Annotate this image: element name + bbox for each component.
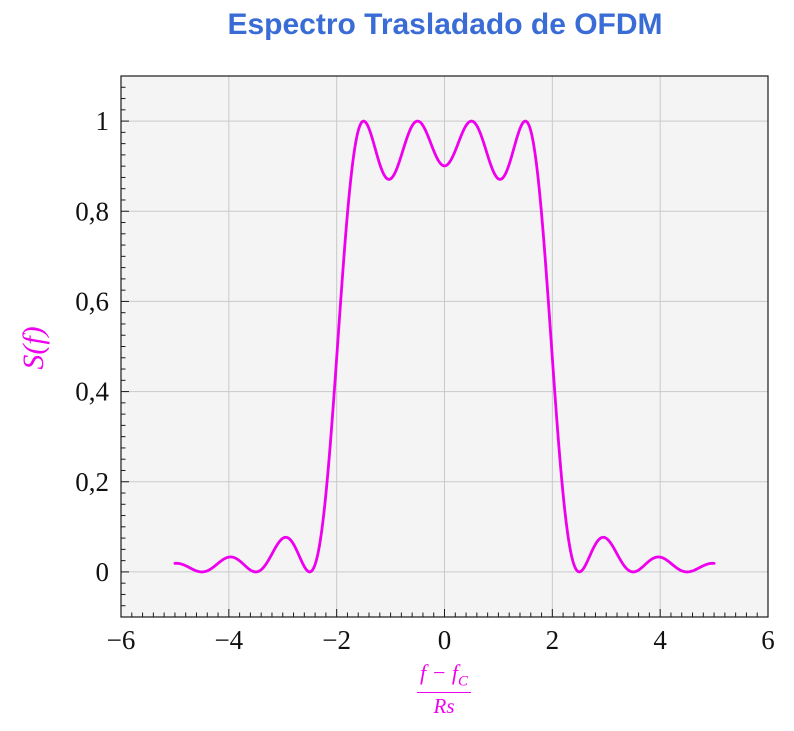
numerator-main: f − f bbox=[419, 660, 459, 685]
x-tick-label: −2 bbox=[322, 625, 351, 655]
chart-title: Espectro Trasladado de OFDM bbox=[227, 8, 663, 41]
x-tick-label: 4 bbox=[653, 625, 667, 655]
y-tick-label: 0,6 bbox=[75, 286, 109, 316]
y-tick-label: 1 bbox=[96, 106, 110, 136]
fraction-numerator: f − fC bbox=[416, 660, 472, 693]
x-tick-label: 0 bbox=[438, 625, 452, 655]
y-tick-label: 0,4 bbox=[75, 377, 109, 407]
spectrum-curve bbox=[173, 119, 716, 574]
x-tick-label: −6 bbox=[107, 625, 136, 655]
x-axis-label: f − fC Rs bbox=[120, 660, 768, 718]
x-tick-label: −4 bbox=[214, 625, 243, 655]
y-axis-label: S(f) bbox=[17, 326, 50, 370]
y-tick-label: 0,8 bbox=[75, 196, 109, 226]
y-tick-label: 0 bbox=[96, 557, 110, 587]
x-tick-label: 6 bbox=[761, 625, 775, 655]
x-tick-label: 2 bbox=[546, 625, 560, 655]
numerator-subscript: C bbox=[458, 673, 469, 690]
y-tick-label: 0,2 bbox=[75, 467, 109, 497]
fraction-denominator: Rs bbox=[433, 693, 455, 718]
x-axis-fraction: f − fC Rs bbox=[416, 660, 472, 718]
